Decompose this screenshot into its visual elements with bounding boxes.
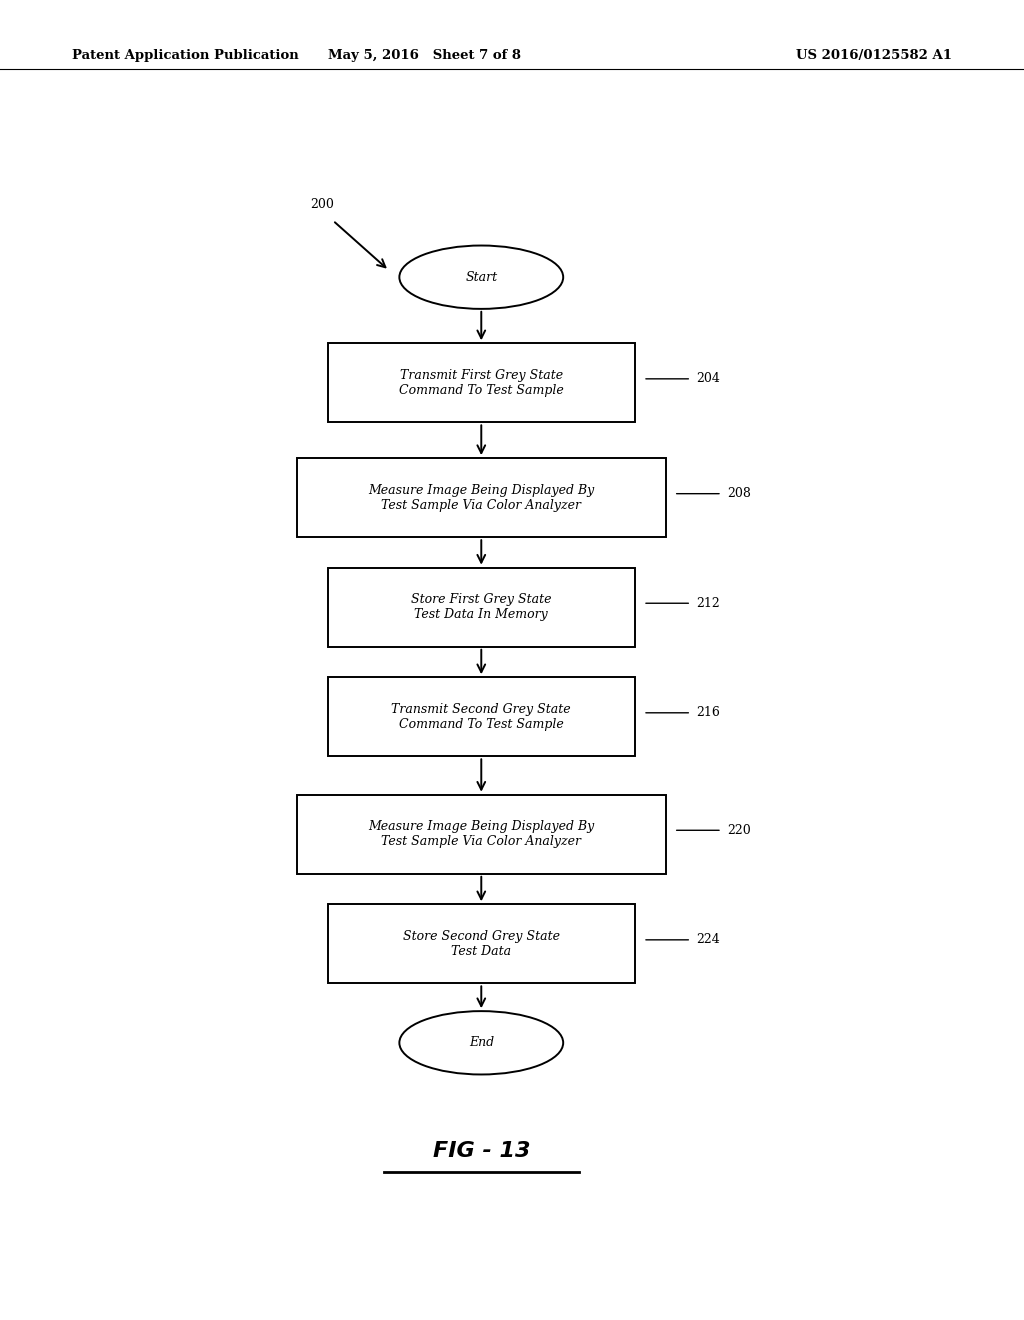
Text: Patent Application Publication: Patent Application Publication bbox=[72, 49, 298, 62]
Text: 200: 200 bbox=[310, 198, 335, 211]
Text: Measure Image Being Displayed By
Test Sample Via Color Analyzer: Measure Image Being Displayed By Test Sa… bbox=[369, 483, 594, 512]
Bar bbox=[297, 458, 666, 537]
Text: FIG - 13: FIG - 13 bbox=[432, 1140, 530, 1162]
Text: May 5, 2016   Sheet 7 of 8: May 5, 2016 Sheet 7 of 8 bbox=[329, 49, 521, 62]
Text: Measure Image Being Displayed By
Test Sample Via Color Analyzer: Measure Image Being Displayed By Test Sa… bbox=[369, 820, 594, 849]
Text: 224: 224 bbox=[696, 933, 720, 946]
Text: 220: 220 bbox=[727, 824, 751, 837]
Text: 204: 204 bbox=[696, 372, 720, 385]
Text: Transmit First Grey State
Command To Test Sample: Transmit First Grey State Command To Tes… bbox=[399, 368, 563, 397]
Bar bbox=[328, 904, 635, 983]
Text: Start: Start bbox=[465, 271, 498, 284]
Text: US 2016/0125582 A1: US 2016/0125582 A1 bbox=[797, 49, 952, 62]
Bar bbox=[328, 343, 635, 422]
Text: Transmit Second Grey State
Command To Test Sample: Transmit Second Grey State Command To Te… bbox=[391, 702, 571, 731]
Text: 216: 216 bbox=[696, 706, 720, 719]
Text: Store First Grey State
Test Data In Memory: Store First Grey State Test Data In Memo… bbox=[411, 593, 552, 622]
Text: 212: 212 bbox=[696, 597, 720, 610]
Bar bbox=[328, 677, 635, 756]
Bar bbox=[328, 568, 635, 647]
Text: End: End bbox=[469, 1036, 494, 1049]
Text: Store Second Grey State
Test Data: Store Second Grey State Test Data bbox=[402, 929, 560, 958]
Bar bbox=[297, 795, 666, 874]
Text: 208: 208 bbox=[727, 487, 751, 500]
